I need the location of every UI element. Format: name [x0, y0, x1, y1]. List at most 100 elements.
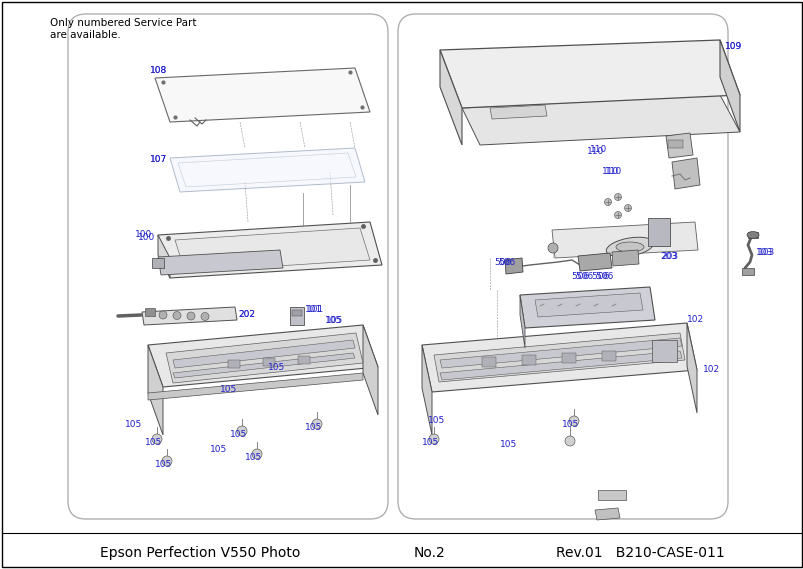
- Circle shape: [237, 426, 247, 436]
- Polygon shape: [158, 250, 283, 275]
- Circle shape: [548, 243, 557, 253]
- Circle shape: [152, 434, 161, 444]
- Polygon shape: [422, 323, 696, 392]
- Text: No.2: No.2: [414, 546, 446, 560]
- Text: 101: 101: [307, 305, 324, 314]
- Text: Rev.01   B210-CASE-011: Rev.01 B210-CASE-011: [555, 546, 724, 560]
- Polygon shape: [520, 295, 524, 348]
- Bar: [747, 232, 757, 238]
- Text: 109: 109: [724, 42, 741, 51]
- Bar: [601, 351, 615, 361]
- Text: 203: 203: [660, 252, 677, 261]
- Polygon shape: [439, 40, 739, 108]
- Circle shape: [569, 416, 578, 426]
- Polygon shape: [504, 258, 522, 274]
- Text: 103: 103: [755, 248, 772, 257]
- Text: 110: 110: [604, 167, 622, 176]
- Text: Epson Perfection V550 Photo: Epson Perfection V550 Photo: [100, 546, 300, 560]
- Polygon shape: [422, 345, 431, 435]
- Bar: [482, 357, 495, 367]
- Polygon shape: [148, 373, 362, 400]
- Text: 202: 202: [238, 310, 255, 319]
- Polygon shape: [665, 133, 692, 158]
- Polygon shape: [148, 345, 163, 435]
- Ellipse shape: [615, 242, 643, 252]
- Polygon shape: [439, 351, 681, 380]
- Polygon shape: [434, 333, 684, 382]
- Circle shape: [187, 312, 195, 320]
- Text: 110: 110: [589, 145, 606, 154]
- Circle shape: [312, 419, 321, 429]
- Text: 105: 105: [155, 460, 172, 469]
- Circle shape: [251, 449, 262, 459]
- Polygon shape: [552, 222, 697, 258]
- Text: 105: 105: [324, 316, 342, 325]
- Bar: [647, 218, 669, 246]
- Bar: [561, 353, 575, 363]
- Text: 110: 110: [601, 167, 618, 176]
- Polygon shape: [671, 158, 699, 189]
- Polygon shape: [439, 50, 462, 145]
- Bar: [651, 340, 676, 362]
- Polygon shape: [169, 148, 365, 192]
- Bar: [152, 258, 164, 268]
- Polygon shape: [158, 222, 381, 278]
- Text: 100: 100: [138, 233, 155, 242]
- Polygon shape: [155, 68, 369, 122]
- Text: 108: 108: [150, 66, 167, 75]
- Circle shape: [624, 204, 630, 212]
- Polygon shape: [148, 325, 377, 387]
- Circle shape: [604, 199, 611, 205]
- Bar: [521, 355, 536, 365]
- Text: 108: 108: [150, 66, 167, 75]
- Text: 202: 202: [238, 310, 255, 319]
- Circle shape: [429, 434, 438, 444]
- Text: 110: 110: [586, 147, 604, 156]
- Polygon shape: [142, 307, 237, 325]
- Text: 105: 105: [124, 420, 142, 429]
- Polygon shape: [362, 325, 377, 415]
- Polygon shape: [158, 235, 169, 278]
- Text: 103: 103: [757, 248, 774, 257]
- Text: 105: 105: [230, 430, 247, 439]
- Circle shape: [173, 311, 181, 320]
- Text: 105: 105: [325, 316, 343, 325]
- Circle shape: [613, 212, 621, 218]
- Bar: [597, 490, 626, 500]
- Text: 105: 105: [499, 440, 516, 449]
- Polygon shape: [173, 340, 355, 368]
- Text: 506: 506: [497, 258, 515, 267]
- Circle shape: [613, 193, 621, 200]
- Text: 105: 105: [245, 453, 262, 462]
- Text: 102: 102: [702, 365, 719, 374]
- Polygon shape: [462, 95, 739, 145]
- Bar: [298, 356, 310, 364]
- Polygon shape: [611, 250, 638, 266]
- Bar: [228, 360, 240, 368]
- Polygon shape: [175, 228, 369, 272]
- Text: 105: 105: [210, 445, 227, 454]
- Circle shape: [201, 312, 209, 320]
- Circle shape: [161, 456, 172, 466]
- Text: 105: 105: [304, 423, 322, 432]
- Ellipse shape: [746, 232, 758, 238]
- Polygon shape: [719, 40, 739, 132]
- Text: 105: 105: [561, 420, 578, 429]
- Polygon shape: [489, 105, 546, 119]
- Bar: [290, 307, 304, 325]
- Text: 506: 506: [493, 258, 511, 267]
- Bar: [145, 308, 155, 316]
- Polygon shape: [520, 287, 654, 328]
- Bar: [291, 310, 302, 316]
- Circle shape: [159, 311, 167, 319]
- Text: 109: 109: [724, 42, 741, 51]
- Text: 105: 105: [422, 438, 438, 447]
- Text: 506 506: 506 506: [575, 272, 613, 281]
- Text: 506 506: 506 506: [571, 272, 609, 281]
- Text: 107: 107: [150, 155, 167, 164]
- Text: 102: 102: [686, 315, 703, 324]
- Bar: [667, 140, 683, 148]
- Circle shape: [565, 436, 574, 446]
- Text: 105: 105: [220, 385, 237, 394]
- Polygon shape: [165, 333, 362, 383]
